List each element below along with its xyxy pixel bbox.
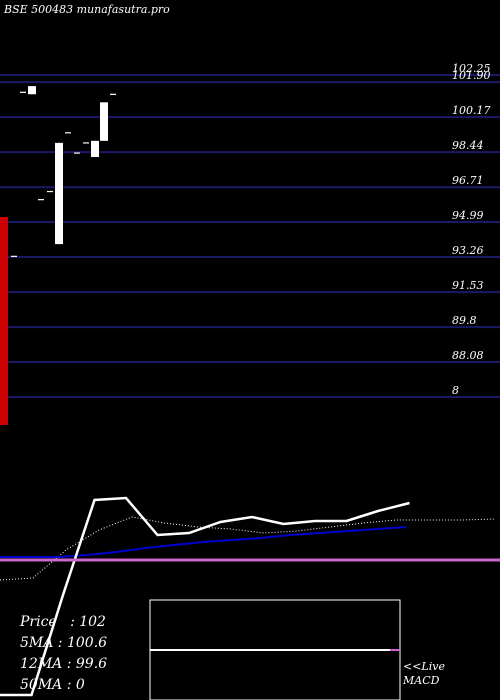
- candles: [11, 86, 116, 257]
- candle-body: [83, 142, 89, 144]
- macd-label: <<Live MACD: [403, 660, 445, 688]
- stats-block: Price : 102 5MA : 100.6 12MA : 99.6 50MA…: [20, 612, 107, 696]
- stat-50ma: 50MA : 0: [20, 677, 85, 693]
- candle-body: [47, 190, 53, 193]
- candle-body: [91, 140, 99, 158]
- y-tick-label: 8: [452, 384, 459, 397]
- ma-dotted-line: [0, 516, 496, 581]
- stat-price: Price : 102: [20, 614, 106, 630]
- candle-body: [65, 132, 71, 134]
- volume-bar: [0, 217, 8, 425]
- macd-panel: [149, 599, 401, 700]
- y-tick-label: 88.08: [452, 349, 484, 362]
- y-tick-label: 94.99: [452, 209, 484, 222]
- stat-5ma: 5MA : 100.6: [20, 635, 108, 651]
- y-tick-label: 100.17: [452, 104, 491, 117]
- candle-body: [28, 86, 36, 95]
- candle-body: [11, 255, 17, 257]
- indicator-panel: [0, 496, 500, 697]
- y-tick-label: 93.26: [452, 244, 484, 257]
- candle-body: [110, 93, 116, 95]
- price-grid: [0, 74, 500, 398]
- candle-body: [74, 152, 80, 154]
- candle-body: [55, 142, 63, 245]
- candle-body: [100, 102, 108, 141]
- candle-body: [38, 199, 44, 201]
- y-tick-label: 101.90: [452, 69, 491, 82]
- stat-12ma: 12MA : 99.6: [20, 656, 108, 672]
- y-tick-label: 102.25: [452, 62, 491, 75]
- macd-label-line2: MACD: [403, 674, 440, 687]
- candle-body: [20, 91, 26, 93]
- y-tick-label: 89.8: [452, 314, 477, 327]
- chart-header-title: BSE 500483 munafasutra.pro: [4, 3, 170, 16]
- y-tick-label: 91.53: [452, 279, 484, 292]
- volume-bars: [0, 217, 8, 425]
- macd-label-line1: <<Live: [403, 660, 445, 673]
- y-tick-label: 98.44: [452, 139, 484, 152]
- price-line: [0, 496, 410, 697]
- ma-line: [0, 526, 407, 558]
- y-tick-label: 96.71: [452, 174, 484, 187]
